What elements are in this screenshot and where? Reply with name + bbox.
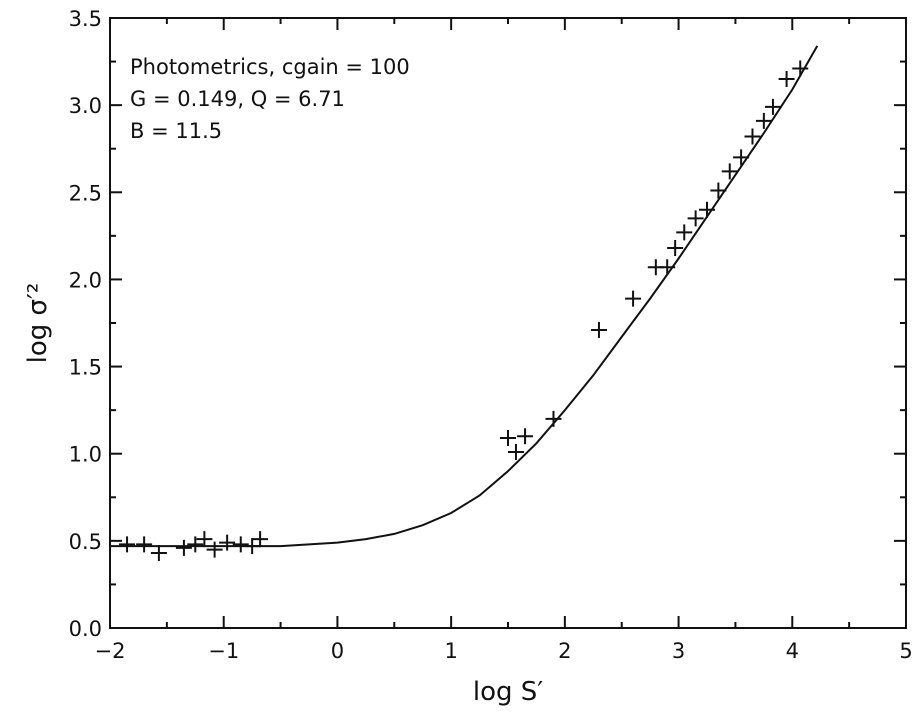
data-point [590, 321, 607, 338]
data-point [119, 536, 136, 553]
data-point [792, 60, 809, 77]
data-point [687, 210, 704, 227]
x-tick-label: −1 [208, 639, 239, 663]
data-point [187, 536, 204, 553]
y-axis-label: log σ′² [23, 283, 53, 364]
y-tick-label: 2.5 [69, 181, 102, 205]
data-point [219, 534, 236, 551]
y-tick-label: 2.0 [69, 268, 102, 292]
data-point [244, 538, 261, 555]
data-markers [119, 60, 809, 562]
y-tick-labels: 0.0 0.5 1.0 1.5 2.0 2.5 3.0 3.5 [69, 7, 102, 641]
annotation-line-1: Photometrics, cgain = 100 [130, 55, 410, 79]
data-point [196, 531, 213, 548]
y-tick-label: 3.0 [69, 94, 102, 118]
data-point [659, 259, 676, 276]
x-tick-label: 3 [672, 639, 685, 663]
x-tick-label: 2 [558, 639, 571, 663]
x-tick-label: −2 [95, 639, 126, 663]
y-tick-label: 1.0 [69, 443, 102, 467]
y-tick-label: 0.5 [69, 530, 102, 554]
x-axis-label: log S′ [473, 677, 543, 707]
y-tick-label: 3.5 [69, 7, 102, 31]
data-point [625, 290, 642, 307]
axis-ticks [109, 17, 907, 629]
x-tick-label: 0 [331, 639, 344, 663]
x-tick-label: 5 [899, 639, 912, 663]
annotation-line-3: B = 11.5 [130, 119, 222, 143]
data-point [755, 112, 772, 129]
data-point [206, 541, 223, 558]
y-tick-label: 0.0 [69, 617, 102, 641]
data-point [710, 182, 727, 199]
data-point [232, 536, 249, 553]
data-point [733, 149, 750, 166]
data-point [507, 443, 524, 460]
x-tick-label: 4 [786, 639, 799, 663]
x-tick-labels: −2 −1 0 1 2 3 4 5 [95, 639, 913, 663]
data-point [778, 71, 795, 87]
data-point [667, 240, 684, 257]
y-tick-label: 1.5 [69, 356, 102, 380]
data-point [721, 163, 738, 180]
data-point [175, 539, 192, 556]
data-point [744, 128, 761, 145]
data-point [252, 531, 269, 548]
data-point [150, 545, 167, 562]
data-point [517, 428, 534, 445]
x-tick-label: 1 [444, 639, 457, 663]
data-point [764, 98, 781, 115]
data-point [500, 430, 516, 447]
annotation-line-2: G = 0.149, Q = 6.71 [130, 87, 345, 111]
data-point [699, 201, 715, 218]
fit-curve [110, 45, 819, 548]
data-point [676, 224, 693, 241]
data-point [545, 410, 562, 427]
data-point [136, 536, 153, 553]
